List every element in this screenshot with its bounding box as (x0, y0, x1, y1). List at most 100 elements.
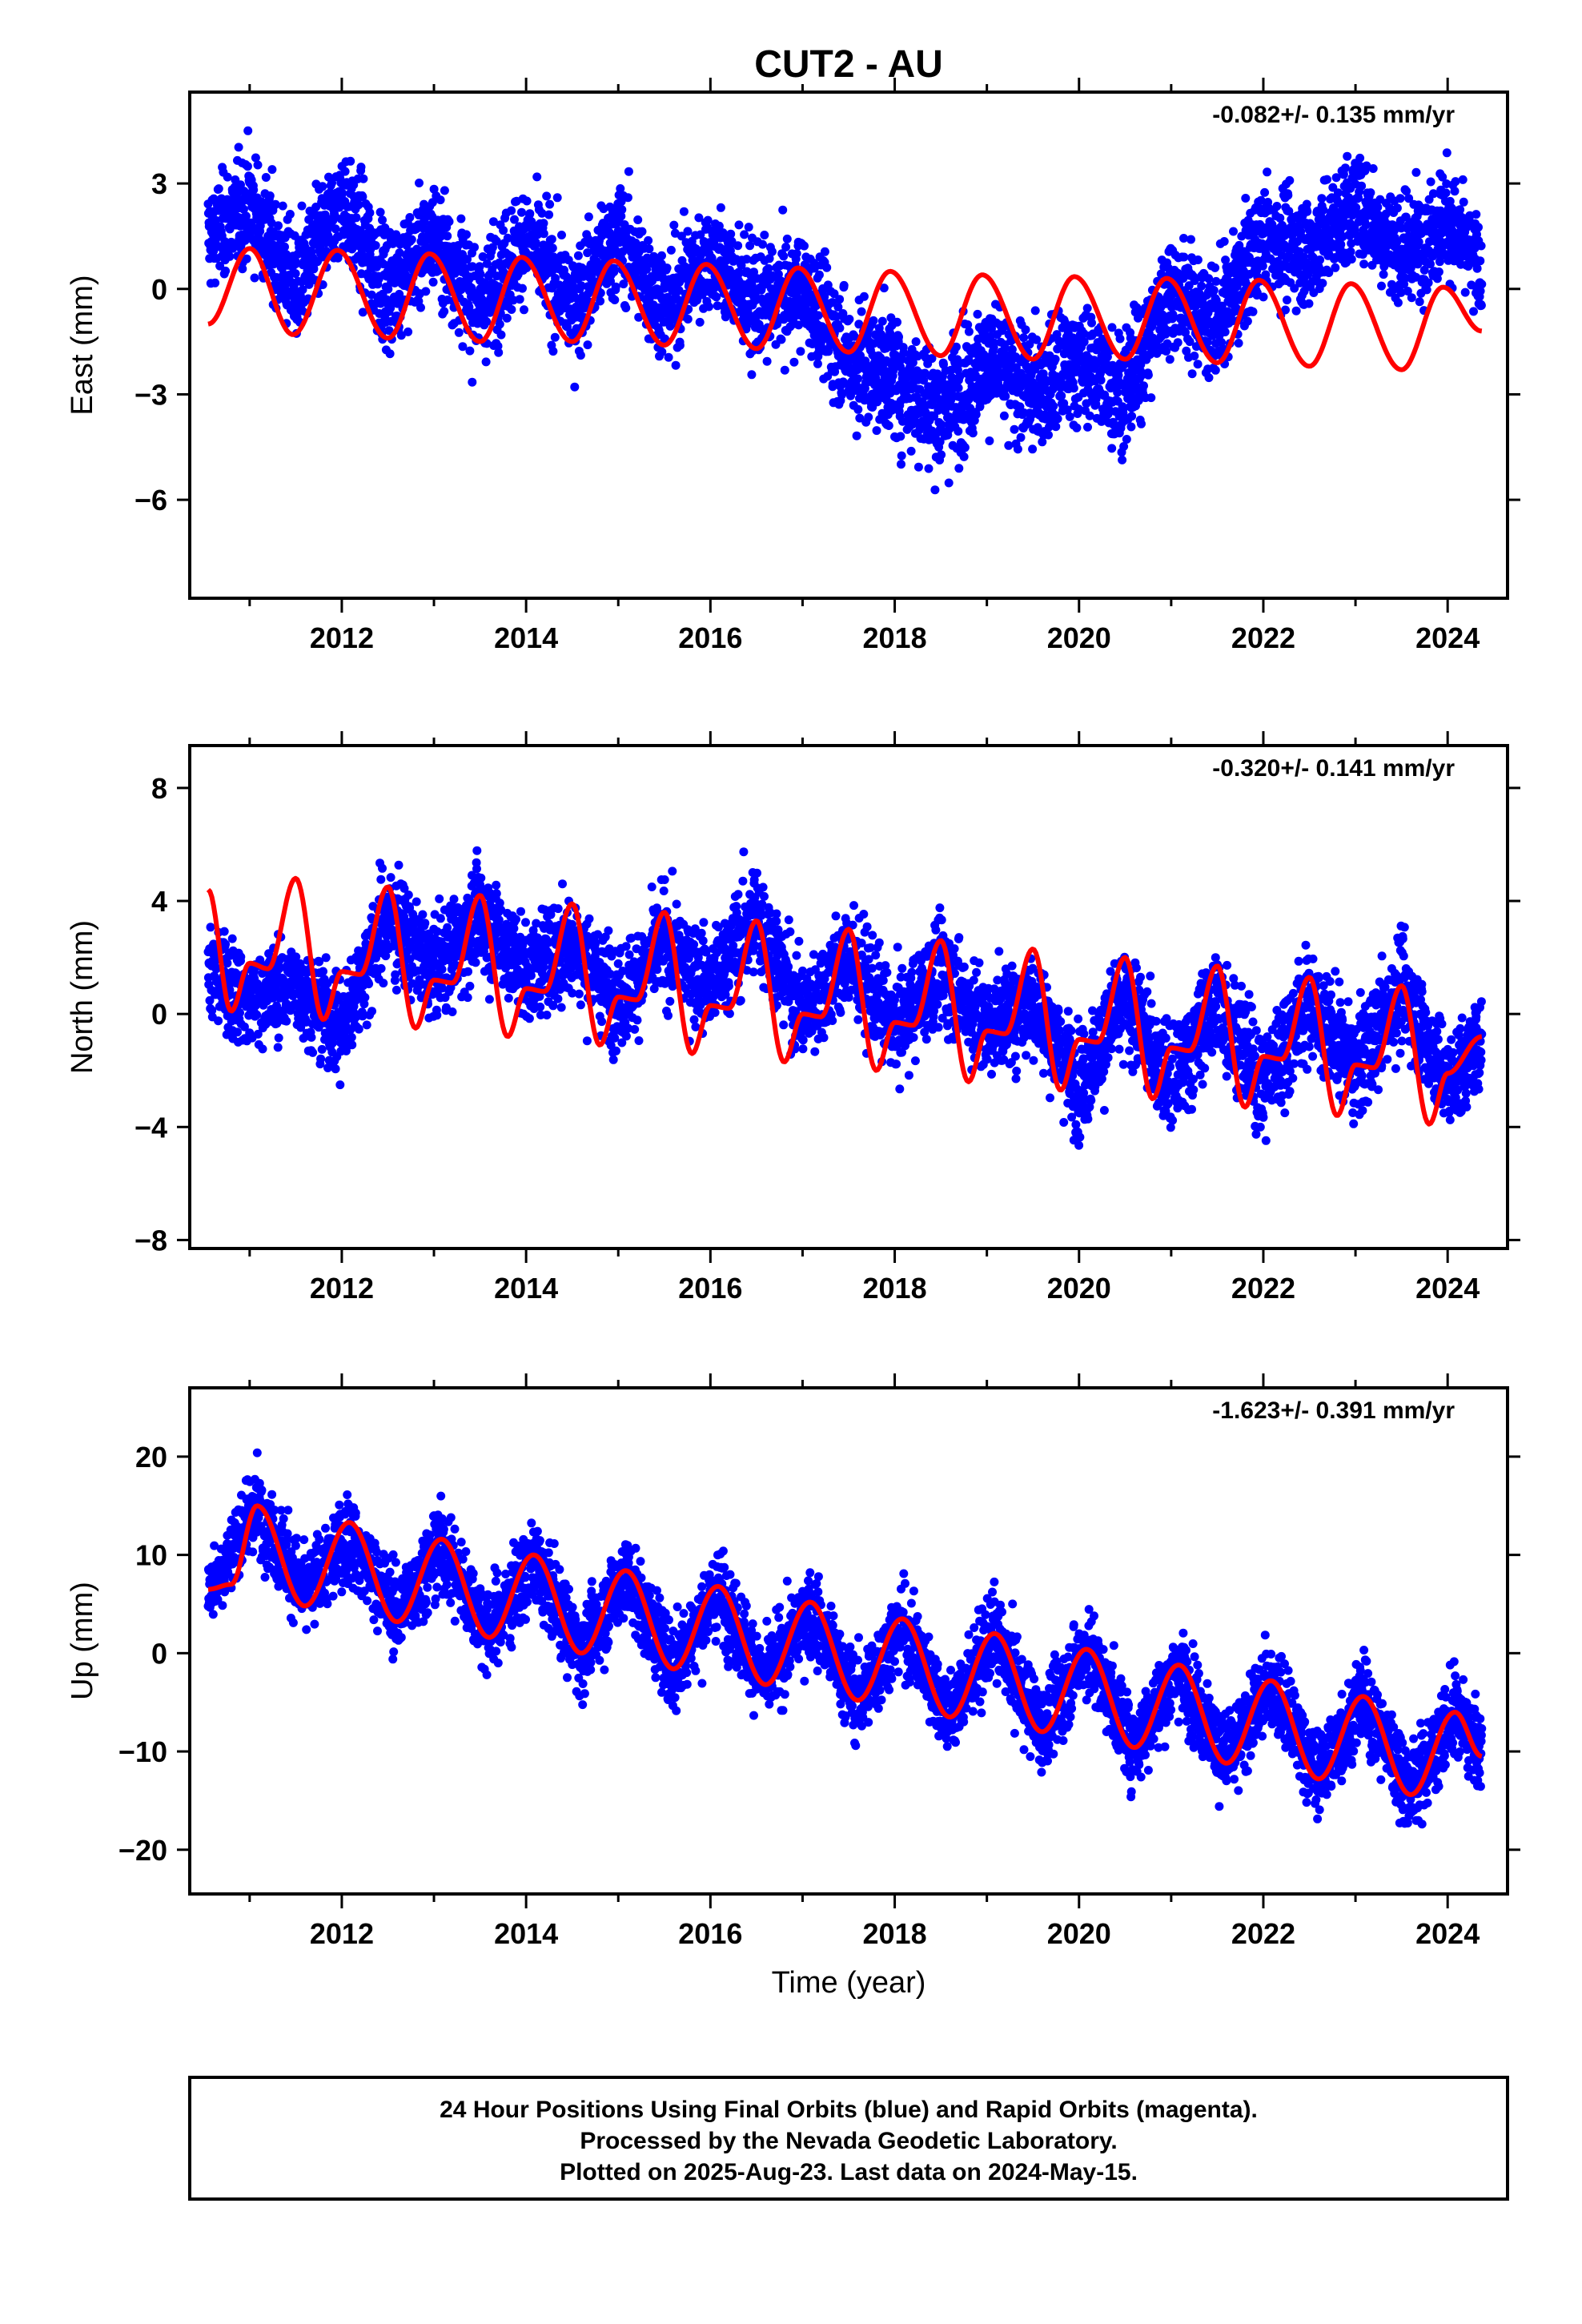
data-point (1204, 373, 1214, 383)
data-point (233, 1027, 242, 1037)
data-point (239, 204, 248, 214)
data-point (539, 219, 548, 228)
data-point (309, 264, 319, 274)
data-point (502, 313, 512, 323)
data-point (954, 427, 963, 436)
data-point (1359, 259, 1369, 269)
data-point (644, 235, 653, 245)
data-point (378, 215, 387, 225)
data-point (494, 348, 504, 357)
data-point (1001, 392, 1010, 401)
data-point (616, 184, 625, 193)
data-point (911, 337, 921, 347)
data-point (1343, 151, 1352, 161)
data-point (499, 226, 508, 235)
data-point (623, 193, 632, 203)
data-point (854, 320, 864, 329)
data-point (395, 289, 404, 299)
data-point (395, 248, 404, 258)
data-point (278, 201, 287, 211)
data-point (1331, 263, 1340, 272)
data-point (468, 377, 477, 387)
data-point (1137, 419, 1146, 428)
data-point (1373, 203, 1383, 212)
data-point (703, 215, 713, 225)
east-y-axis-label: East (mm) (66, 275, 99, 415)
data-point (927, 354, 937, 364)
data-point (897, 451, 906, 460)
data-point (1010, 424, 1019, 434)
data-point (712, 292, 721, 302)
data-point (482, 259, 492, 268)
x-tick-label: 2020 (1047, 621, 1111, 654)
data-point (896, 362, 905, 372)
data-point (1013, 444, 1022, 454)
data-point (570, 382, 580, 392)
data-point (1317, 194, 1327, 203)
data-point (285, 210, 295, 219)
data-point (416, 303, 425, 312)
data-point (464, 302, 474, 312)
data-point (1049, 401, 1058, 411)
data-point (813, 359, 822, 368)
data-point (267, 219, 276, 227)
data-point (794, 320, 804, 330)
data-point (1219, 237, 1229, 246)
data-point (884, 421, 893, 430)
data-point (1450, 187, 1460, 196)
data-point (616, 211, 626, 221)
data-point (764, 263, 773, 273)
data-point (428, 277, 438, 287)
data-point (291, 269, 300, 279)
data-point (760, 231, 769, 239)
data-point (745, 241, 755, 251)
data-point (644, 244, 654, 254)
data-point (661, 334, 669, 344)
data-point (1019, 333, 1029, 343)
data-point (517, 207, 526, 217)
data-point (1477, 279, 1487, 289)
data-point (1407, 293, 1416, 303)
data-point (548, 243, 557, 253)
data-point (1357, 181, 1367, 191)
data-point (371, 241, 380, 250)
data-point (968, 428, 978, 438)
data-point (675, 340, 685, 350)
data-point (545, 199, 555, 209)
data-point (695, 317, 705, 327)
data-point (733, 241, 743, 251)
data-point (919, 376, 929, 385)
data-point (1143, 370, 1153, 380)
data-point (557, 231, 566, 239)
data-point (465, 346, 475, 356)
data-point (781, 243, 791, 251)
data-point (824, 347, 833, 356)
data-point (1165, 355, 1174, 364)
chart-title: CUT2 - AU (754, 43, 943, 86)
y-tick-label: −6 (135, 484, 167, 517)
data-point (1392, 203, 1402, 213)
data-point (356, 163, 366, 172)
data-point (221, 266, 231, 275)
data-point (1190, 352, 1199, 360)
data-point (747, 370, 757, 380)
data-point (822, 263, 832, 272)
data-point (1474, 223, 1483, 232)
data-point (267, 165, 277, 175)
data-point (1411, 167, 1421, 177)
data-point (1366, 188, 1375, 198)
data-point (837, 390, 847, 400)
data-point (251, 153, 260, 163)
data-point (274, 221, 283, 231)
x-tick-label: 2016 (678, 621, 742, 654)
data-point (428, 198, 437, 207)
data-point (610, 296, 620, 304)
data-point (1426, 177, 1435, 187)
data-point (767, 247, 777, 256)
data-point (391, 230, 401, 239)
x-tick-label: 2012 (310, 621, 374, 654)
data-point (481, 357, 491, 367)
data-point (633, 215, 643, 224)
data-point (507, 206, 516, 215)
